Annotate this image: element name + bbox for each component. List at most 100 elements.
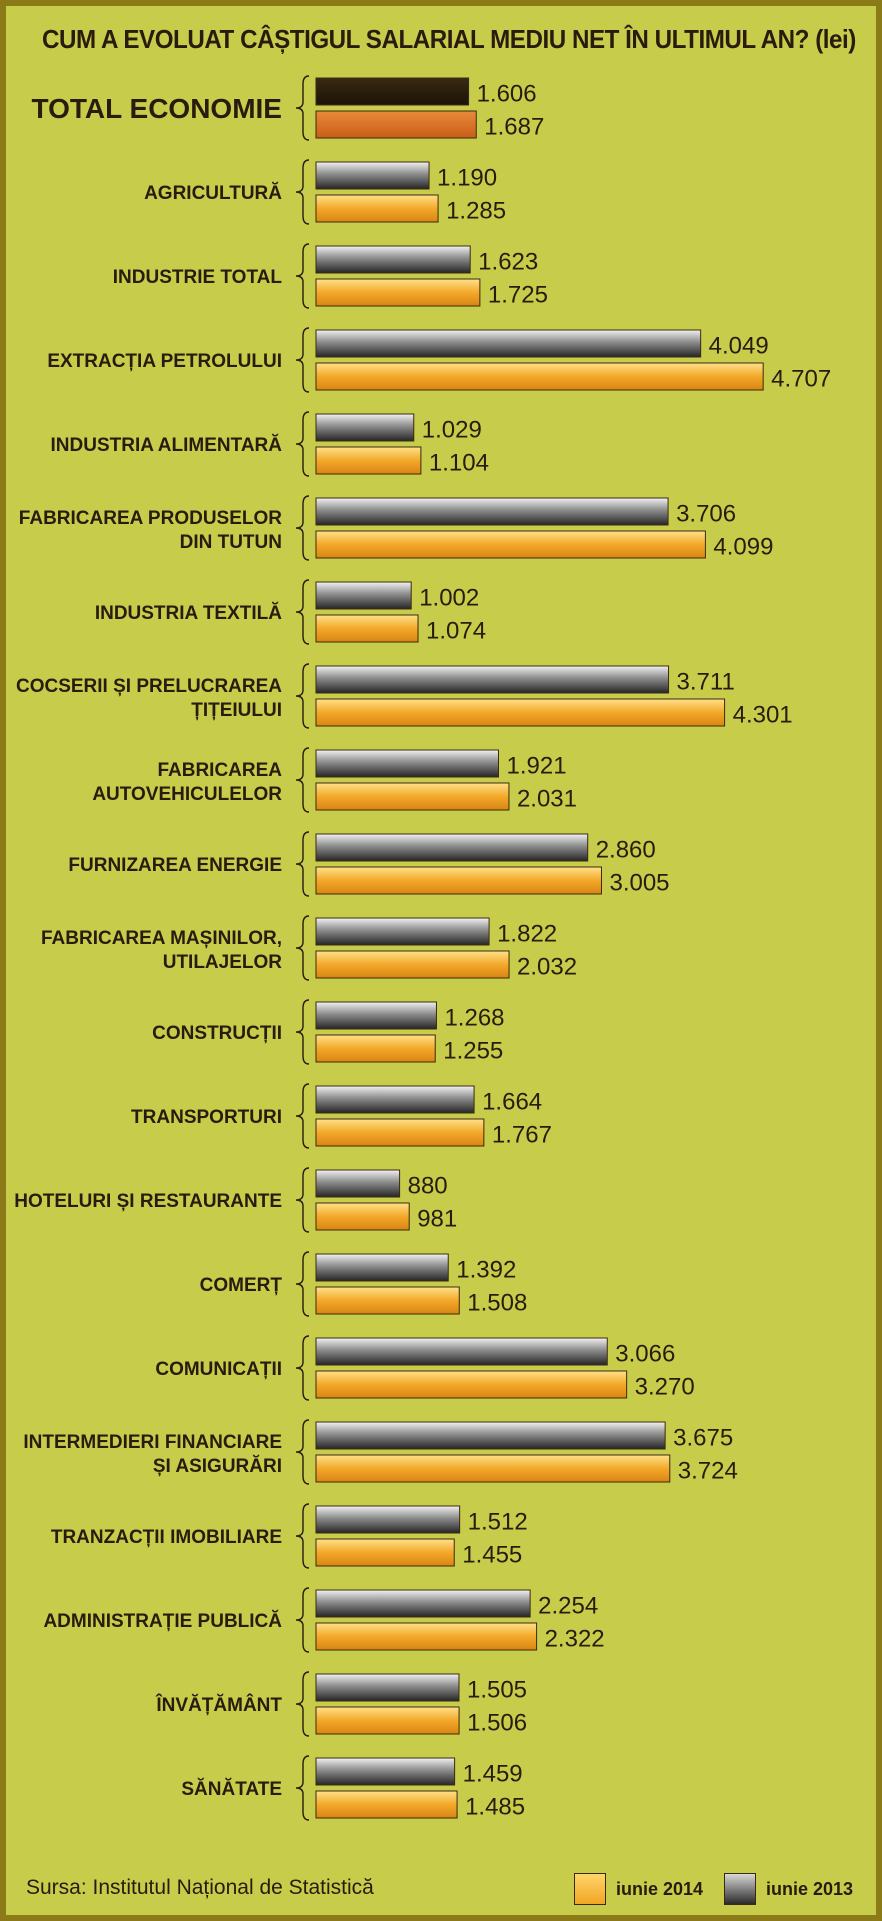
bar	[315, 161, 430, 190]
value-label: 3.066	[615, 1341, 675, 1368]
category-label: COCSERII ȘI PRELUCRAREA ȚIȚEIULUI	[16, 676, 282, 721]
bar	[315, 1202, 410, 1231]
value-label: 1.074	[426, 618, 486, 645]
bar	[315, 1286, 460, 1315]
value-label: 1.002	[419, 585, 479, 612]
category-label: FURNIZAREA ENERGIE	[68, 855, 282, 876]
value-label: 1.285	[446, 198, 506, 225]
brace-icon	[295, 327, 310, 393]
brace-icon	[295, 1419, 310, 1485]
bar	[315, 1622, 538, 1651]
brace-icon	[295, 579, 310, 645]
value-label: 1.029	[422, 417, 482, 444]
bar	[315, 1253, 449, 1282]
bar	[315, 866, 602, 895]
value-label: 2.254	[538, 1593, 598, 1620]
bar	[315, 1454, 671, 1483]
value-label: 1.822	[497, 921, 557, 948]
category-label: INDUSTRIA ALIMENTARĂ	[51, 434, 283, 456]
bar	[315, 1085, 475, 1114]
value-label: 1.190	[437, 165, 497, 192]
legend-label-2014: iunie 2014	[616, 1878, 704, 1899]
category-label: FABRICAREA MAȘINILOR, UTILAJELOR	[41, 928, 282, 973]
category-label: COMERȚ	[200, 1275, 283, 1296]
legend-item-2013: iunie 2013	[724, 1872, 853, 1906]
legend-swatch-2013	[724, 1873, 756, 1905]
category-label: TRANZACȚII IMOBILIARE	[51, 1527, 282, 1548]
category-label: INTERMEDIERI FINANCIARE ȘI ASIGURĂRI	[23, 1432, 282, 1477]
value-label: 1.767	[492, 1122, 552, 1149]
legend-item-2014: iunie 2014	[574, 1872, 703, 1906]
value-label: 981	[417, 1206, 457, 1233]
value-label: 1.459	[463, 1761, 523, 1788]
brace-icon	[295, 1755, 310, 1821]
category-label: FABRICAREA AUTOVEHICULELOR	[92, 760, 282, 805]
legend-label-2013: iunie 2013	[766, 1878, 854, 1899]
value-label: 3.724	[678, 1458, 738, 1485]
chart-panel: CUM A EVOLUAT CÂȘTIGUL SALARIAL MEDIU NE…	[6, 6, 876, 1915]
bar	[315, 1673, 460, 1702]
bar	[315, 698, 726, 727]
value-label: 1.606	[477, 81, 537, 108]
source-note: Sursa: Institutul Național de Statistică	[26, 1876, 374, 1899]
value-label: 1.623	[478, 249, 538, 276]
value-label: 1.104	[429, 450, 489, 477]
bar	[315, 1370, 628, 1399]
value-label: 2.031	[517, 786, 577, 813]
value-label: 1.508	[467, 1290, 527, 1317]
legend-swatch-2014	[574, 1873, 606, 1905]
bar	[315, 614, 419, 643]
category-label: SĂNĂTATE	[181, 1778, 282, 1800]
bar-chart: TOTAL ECONOMIE 1.606 1.687 AGRICULTURĂ 1.190…	[14, 75, 831, 1821]
bar	[315, 362, 764, 391]
value-label: 1.512	[468, 1509, 528, 1536]
bar	[315, 1001, 437, 1030]
value-label: 880	[408, 1173, 448, 1200]
brace-icon	[295, 1083, 310, 1149]
bar	[315, 329, 702, 358]
bar	[315, 950, 510, 979]
value-label: 3.675	[673, 1425, 733, 1452]
brace-icon	[295, 915, 310, 981]
value-label: 1.687	[484, 114, 544, 141]
brace-icon	[295, 1587, 310, 1653]
value-label: 1.506	[467, 1710, 527, 1737]
value-label: 4.707	[771, 366, 831, 393]
brace-icon	[295, 999, 310, 1065]
bar	[315, 530, 706, 559]
category-label: FABRICAREA PRODUSELOR DIN TUTUN	[19, 508, 282, 553]
value-label: 4.301	[733, 702, 793, 729]
value-label: 4.049	[709, 333, 769, 360]
bar	[315, 1034, 436, 1063]
brace-icon	[295, 1503, 310, 1569]
category-label: TRANSPORTURI	[131, 1107, 282, 1128]
bar	[315, 1421, 666, 1450]
bar	[315, 665, 670, 694]
brace-icon	[295, 411, 310, 477]
value-label: 1.921	[506, 753, 566, 780]
brace-icon	[295, 159, 310, 225]
brace-icon	[295, 1671, 310, 1737]
category-label: TOTAL ECONOMIE	[32, 93, 282, 124]
brace-icon	[295, 1251, 310, 1317]
bar	[315, 1757, 456, 1786]
bar	[315, 497, 669, 526]
value-label: 1.485	[465, 1794, 525, 1821]
value-label: 1.725	[488, 282, 548, 309]
brace-icon	[295, 747, 310, 813]
bar	[315, 1118, 485, 1147]
bar	[315, 1706, 460, 1735]
value-label: 4.099	[713, 534, 773, 561]
value-label: 2.322	[545, 1626, 605, 1653]
brace-icon	[295, 75, 310, 141]
bar	[315, 194, 439, 223]
value-label: 3.711	[677, 669, 735, 696]
brace-icon	[295, 243, 310, 309]
bar	[315, 581, 412, 610]
bar	[315, 782, 510, 811]
value-label: 3.270	[635, 1374, 695, 1401]
bar	[315, 1337, 608, 1366]
brace-icon	[295, 1335, 310, 1401]
bar	[315, 917, 490, 946]
